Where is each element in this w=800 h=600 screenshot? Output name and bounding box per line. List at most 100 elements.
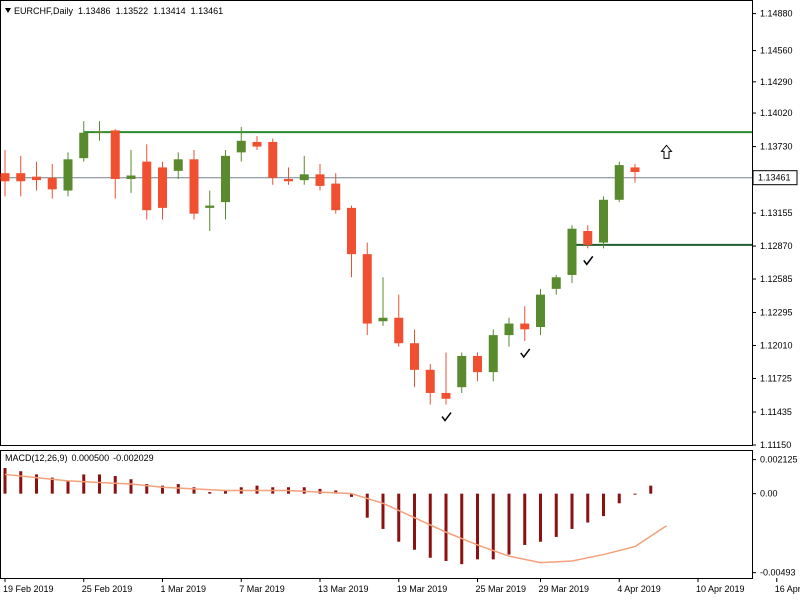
bull-candle bbox=[599, 199, 608, 243]
macd-tick-label: 0.00 bbox=[760, 489, 778, 499]
date-label: 10 Apr 2019 bbox=[696, 584, 745, 594]
bear-candle bbox=[331, 183, 341, 211]
bear-candle bbox=[189, 159, 199, 214]
bear-candle bbox=[520, 323, 530, 330]
bear-candle bbox=[441, 392, 451, 399]
price-tick-label: 1.14020 bbox=[760, 108, 793, 118]
bear-candle bbox=[142, 161, 152, 211]
macd-histogram-bar bbox=[129, 479, 133, 494]
bear-candle bbox=[16, 173, 26, 182]
open-value: 1.13486 bbox=[78, 6, 111, 16]
bear-candle bbox=[394, 317, 404, 344]
macd-histogram-bar bbox=[35, 474, 38, 494]
date-label: 13 Mar 2019 bbox=[318, 584, 369, 594]
macd-histogram-bar bbox=[539, 493, 542, 542]
bear-candle bbox=[268, 141, 278, 178]
price-tick-label: 1.14880 bbox=[760, 9, 793, 19]
macd-histogram-bar bbox=[397, 493, 401, 542]
price-tick-label: 1.13155 bbox=[760, 208, 793, 218]
macd-histogram-bar bbox=[476, 493, 479, 560]
macd-histogram-bar bbox=[633, 493, 637, 495]
price-tick-label: 1.11725 bbox=[760, 373, 792, 383]
price-tick-label: 1.11435 bbox=[760, 407, 792, 417]
bull-candle bbox=[221, 155, 230, 203]
chart-header: EURCHF,Daily 1.13486 1.13522 1.13414 1.13461 bbox=[5, 6, 228, 16]
bear-candle bbox=[362, 254, 372, 324]
macd-histogram-bar bbox=[66, 480, 70, 494]
macd-histogram-bar bbox=[208, 492, 212, 494]
macd-histogram-bar bbox=[98, 474, 101, 494]
bull-candle bbox=[173, 159, 183, 171]
macd-tick-label: 0.002125 bbox=[760, 455, 798, 465]
macd-histogram-bar bbox=[554, 493, 558, 537]
macd-histogram-bar bbox=[507, 493, 511, 555]
bear-candle bbox=[110, 130, 120, 179]
bear-candle bbox=[252, 141, 262, 147]
price-tick-label: 1.13730 bbox=[760, 142, 793, 152]
macd-histogram-bar bbox=[586, 493, 590, 523]
bear-candle bbox=[347, 207, 356, 255]
bear-candle bbox=[0, 173, 10, 182]
bear-candle bbox=[473, 355, 482, 373]
date-label: 25 Feb 2019 bbox=[82, 584, 133, 594]
date-label: 4 Apr 2019 bbox=[617, 584, 661, 594]
axes: 1.14880 1.14560 1.14290 1.14020 1.13730 1.134… bbox=[3, 9, 800, 594]
macd-histogram-bar bbox=[318, 488, 322, 494]
macd-histogram-bar bbox=[3, 468, 7, 494]
bull-candle bbox=[126, 175, 136, 179]
price-tick-label: 1.14290 bbox=[760, 77, 793, 87]
macd-histogram-bar bbox=[145, 484, 149, 494]
macd-histogram-bar bbox=[444, 493, 448, 561]
bull-candle bbox=[378, 317, 388, 322]
price-tick-label: 1.11150 bbox=[760, 440, 791, 450]
macd-histogram-bar bbox=[602, 493, 605, 517]
collapse-triangle-icon[interactable] bbox=[5, 8, 11, 13]
checkmark-icon bbox=[520, 348, 531, 359]
bull-candle bbox=[536, 294, 545, 328]
bull-candle bbox=[63, 159, 73, 191]
macd-histogram-bar bbox=[570, 493, 574, 529]
bull-candle bbox=[567, 228, 577, 275]
macd-histogram-bar bbox=[82, 474, 86, 494]
bear-candle bbox=[47, 177, 57, 190]
price-tick-label: 1.14560 bbox=[760, 46, 793, 56]
date-label: 29 Mar 2019 bbox=[539, 584, 590, 594]
macd-histogram-bar bbox=[176, 484, 180, 494]
bull-candle bbox=[488, 335, 498, 373]
macd-header: MACD(12,26,9) 0.000500 -0.002029 bbox=[5, 453, 158, 463]
up-arrow-icon bbox=[660, 144, 673, 159]
date-label: 1 Mar 2019 bbox=[161, 584, 207, 594]
bear-candle bbox=[158, 167, 167, 208]
checkmark-icon bbox=[583, 255, 594, 266]
date-label: 19 Mar 2019 bbox=[397, 584, 448, 594]
date-label: 25 Mar 2019 bbox=[476, 584, 527, 594]
bull-candle bbox=[79, 132, 89, 159]
macd-histogram-bar bbox=[617, 493, 621, 504]
bull-candle bbox=[236, 140, 246, 153]
macd-histogram-bar bbox=[365, 493, 369, 518]
macd-histogram-bar bbox=[255, 485, 259, 494]
current-price-label: 1.13461 bbox=[758, 173, 791, 183]
macd-histogram-bar bbox=[413, 493, 416, 550]
bear-candle bbox=[630, 167, 640, 173]
high-value: 1.13522 bbox=[115, 6, 149, 16]
macd-histogram-bar bbox=[460, 493, 464, 565]
bull-candle bbox=[205, 205, 215, 208]
close-value: 1.13461 bbox=[190, 6, 224, 16]
macd-signal-value: -0.002029 bbox=[113, 453, 154, 463]
bear-candle bbox=[410, 343, 419, 370]
date-label: 16 Apr 2019 bbox=[775, 584, 800, 594]
macd-histogram-bar bbox=[334, 490, 338, 494]
macd-histogram-bar bbox=[491, 493, 495, 560]
price-tick-label: 1.12295 bbox=[760, 308, 793, 318]
macd-tick-label: -0.00493 bbox=[760, 568, 796, 578]
symbol-label: EURCHF,Daily bbox=[14, 6, 74, 16]
price-tick-label: 1.12870 bbox=[760, 241, 793, 251]
bear-candle bbox=[284, 178, 293, 182]
macd-histogram-bar bbox=[161, 485, 164, 494]
date-label: 19 Feb 2019 bbox=[3, 584, 54, 594]
macd-histogram-bar bbox=[523, 493, 527, 545]
checkmark-icon bbox=[441, 412, 452, 422]
price-tick-label: 1.12585 bbox=[760, 274, 793, 284]
